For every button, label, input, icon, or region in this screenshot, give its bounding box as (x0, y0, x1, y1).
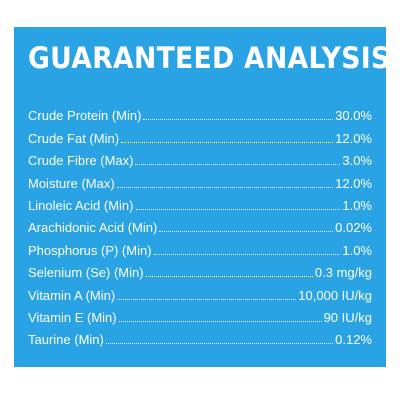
nutrient-value: 1.0% (342, 197, 372, 213)
dotted-leader (135, 208, 341, 210)
nutrient-value: 30.0% (335, 108, 372, 124)
analysis-row: Linoleic Acid (Min) 1.0% (28, 191, 372, 213)
dotted-leader (153, 253, 341, 255)
nutrient-value: 0.3 mg/kg (314, 265, 372, 281)
nutrient-label: Phosphorus (P) (Min) (28, 242, 152, 258)
nutrient-label: Crude Fibre (Max) (28, 153, 134, 169)
nutrient-label: Vitamin E (Min) (28, 309, 117, 325)
dotted-leader (121, 141, 334, 143)
nutrient-value: 0.12% (335, 332, 372, 348)
dotted-leader (105, 343, 334, 345)
nutrient-value: 12.0% (335, 130, 372, 146)
dotted-leader (116, 186, 334, 188)
nutrient-label: Taurine (Min) (28, 332, 104, 348)
nutrient-value: 0.02% (335, 220, 372, 236)
nutrient-value: 10,000 IU/kg (298, 287, 372, 303)
analysis-row: Selenium (Se) (Min) 0.3 mg/kg (28, 258, 372, 280)
dotted-leader (159, 231, 334, 233)
nutrient-label: Crude Protein (Min) (28, 108, 142, 124)
analysis-row: Vitamin E (Min) 90 IU/kg (28, 303, 372, 325)
dotted-leader (143, 119, 334, 121)
analysis-row: Crude Protein (Min) 30.0% (28, 101, 372, 123)
nutrient-label: Arachidonic Acid (Min) (28, 220, 158, 236)
analysis-row: Phosphorus (P) (Min) 1.0% (28, 235, 372, 258)
nutrient-label: Selenium (Se) (Min) (28, 265, 144, 281)
analysis-row: Moisture (Max) 12.0% (28, 168, 372, 191)
nutrient-label: Vitamin A (Min) (28, 287, 116, 303)
nutrient-value: 12.0% (335, 175, 372, 191)
dotted-leader (145, 276, 313, 278)
dotted-leader (135, 164, 341, 166)
analysis-row: Crude Fibre (Max) 3.0% (28, 146, 372, 168)
nutrient-value: 1.0% (342, 242, 372, 258)
analysis-row: Vitamin A (Min) 10,000 IU/kg (28, 280, 372, 303)
guaranteed-analysis-panel: GUARANTEED ANALYSIS Crude Protein (Min) … (14, 27, 391, 367)
analysis-row: Crude Fat (Min) 12.0% (28, 123, 372, 146)
analysis-row: Taurine (Min) 0.12% (28, 325, 372, 347)
dotted-leader (118, 320, 322, 322)
analysis-list: Crude Protein (Min) 30.0% Crude Fat (Min… (28, 101, 372, 347)
nutrient-label: Moisture (Max) (28, 175, 115, 191)
analysis-row: Arachidonic Acid (Min) 0.02% (28, 213, 372, 235)
nutrient-label: Linoleic Acid (Min) (28, 197, 134, 213)
panel-title: GUARANTEED ANALYSIS (28, 41, 391, 75)
nutrient-label: Crude Fat (Min) (28, 130, 120, 146)
nutrient-value: 3.0% (342, 153, 372, 169)
dotted-leader (117, 298, 297, 300)
nutrient-value: 90 IU/kg (323, 309, 372, 325)
